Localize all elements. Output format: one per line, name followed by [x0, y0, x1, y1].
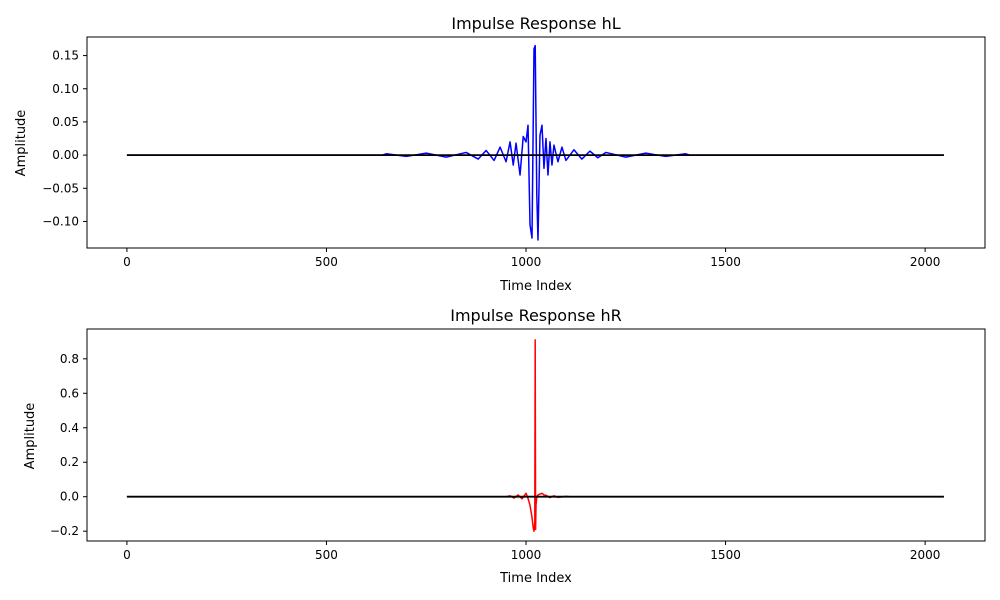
y-axis-label: Amplitude — [23, 403, 38, 470]
x-tick-label: 500 — [315, 255, 338, 269]
x-tick-label: 1500 — [710, 548, 741, 562]
x-tick-label: 1500 — [710, 255, 741, 269]
y-tick-label: −0.2 — [50, 524, 79, 538]
plot-frame — [86, 328, 986, 542]
x-axis-label: Time Index — [499, 571, 572, 586]
x-tick-label: 500 — [315, 548, 338, 562]
x-tick-label: 1000 — [511, 255, 542, 269]
y-tick-label: −0.05 — [42, 181, 79, 195]
chart-impulse-response-hr: 0 500 1000 1500 2000 −0.2 0.0 0.2 0.4 0.6 0.8 Imp… — [23, 306, 986, 586]
y-tick-label: 0.2 — [60, 455, 79, 469]
y-tick-label: 0.8 — [60, 352, 79, 366]
y-tick-label: 0.15 — [52, 49, 79, 63]
y-tick-label: −0.10 — [42, 214, 79, 228]
y-tick-label: 0.00 — [52, 148, 79, 162]
y-tick-label: 0.6 — [60, 386, 79, 400]
series-line-0 — [126, 44, 944, 241]
y-tick-label: 0.0 — [60, 490, 79, 504]
x-axis-ticks: 0 500 1000 1500 2000 — [123, 248, 940, 269]
y-axis-label: Amplitude — [14, 110, 29, 177]
y-tick-label: 0.4 — [60, 421, 79, 435]
chart-title: Impulse Response hL — [451, 14, 620, 33]
x-tick-label: 0 — [123, 548, 131, 562]
series-layer — [126, 339, 944, 532]
x-axis-label: Time Index — [499, 279, 572, 294]
chart-title: Impulse Response hR — [450, 306, 622, 325]
chart-impulse-response-hl: 0 500 1000 1500 2000 −0.10 −0.05 0.00 0.05 0.10 0… — [14, 14, 986, 294]
x-tick-label: 0 — [123, 255, 131, 269]
plot-frame — [86, 36, 986, 249]
x-tick-label: 2000 — [910, 255, 941, 269]
y-axis-ticks: −0.10 −0.05 0.00 0.05 0.10 0.15 — [42, 49, 87, 228]
series-layer — [126, 44, 944, 241]
y-axis-ticks: −0.2 0.0 0.2 0.4 0.6 0.8 — [50, 352, 87, 538]
x-tick-label: 1000 — [511, 548, 542, 562]
y-tick-label: 0.05 — [52, 115, 79, 129]
y-tick-label: 0.10 — [52, 82, 79, 96]
x-axis-ticks: 0 500 1000 1500 2000 — [123, 541, 940, 562]
x-tick-label: 2000 — [910, 548, 941, 562]
